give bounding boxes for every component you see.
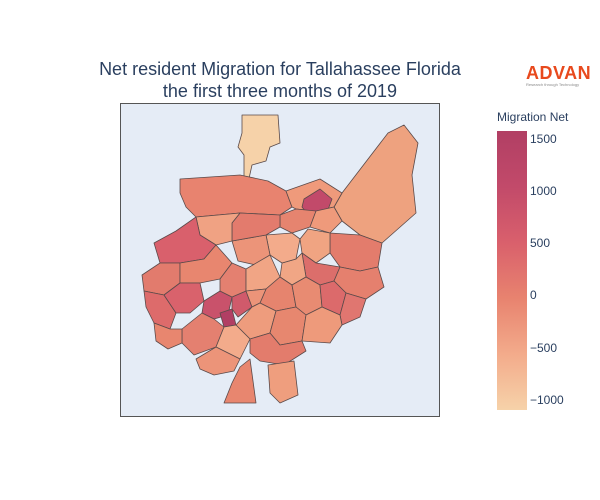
tracts[interactable] <box>141 114 419 404</box>
tract[interactable] <box>237 114 281 186</box>
tract[interactable] <box>267 360 299 404</box>
tract[interactable] <box>309 206 343 234</box>
tract[interactable] <box>215 324 251 360</box>
colorbar-tick-label: −1000 <box>530 392 564 407</box>
chart-title-line2: the first three months of 2019 <box>162 81 398 101</box>
colorbar <box>497 131 527 410</box>
colorbar-tick-label: 1500 <box>530 132 557 147</box>
tract[interactable] <box>223 358 257 404</box>
logo-tagline: Research through Technology <box>526 82 580 87</box>
tract[interactable] <box>249 332 307 366</box>
colorbar-tick-label: −500 <box>530 340 558 355</box>
choropleth-map[interactable] <box>120 103 440 417</box>
advan-logo: ADVAN Research through Technology <box>526 63 592 88</box>
logo-wordmark: ADVAN <box>526 63 592 83</box>
colorbar-title: Migration Net <box>497 110 569 124</box>
tract[interactable] <box>339 292 367 326</box>
colorbar-gradient <box>497 131 527 410</box>
colorbar-tick-label: 0 <box>530 288 537 303</box>
chart-title-line1: Net resident Migration for Tallahassee F… <box>99 59 461 79</box>
colorbar-tick-label: 500 <box>530 236 551 251</box>
colorbar-tick-label: 1000 <box>530 184 557 199</box>
tract[interactable] <box>153 322 183 350</box>
tract[interactable] <box>195 346 241 376</box>
chart-title: Net resident Migration for Tallahassee F… <box>0 58 560 102</box>
